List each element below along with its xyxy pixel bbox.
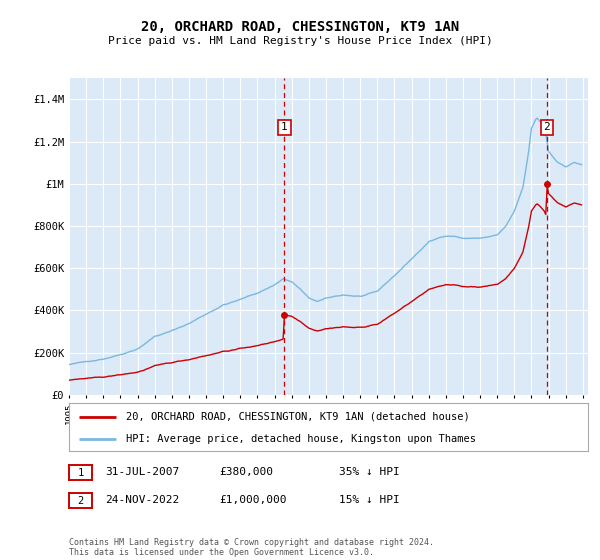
Text: HPI: Average price, detached house, Kingston upon Thames: HPI: Average price, detached house, King… [126, 434, 476, 444]
Text: 31-JUL-2007: 31-JUL-2007 [105, 466, 179, 477]
Text: 24-NOV-2022: 24-NOV-2022 [105, 494, 179, 505]
Text: 15% ↓ HPI: 15% ↓ HPI [339, 494, 400, 505]
Text: 1: 1 [281, 123, 288, 133]
Text: 20, ORCHARD ROAD, CHESSINGTON, KT9 1AN (detached house): 20, ORCHARD ROAD, CHESSINGTON, KT9 1AN (… [126, 412, 470, 422]
Text: 20, ORCHARD ROAD, CHESSINGTON, KT9 1AN: 20, ORCHARD ROAD, CHESSINGTON, KT9 1AN [141, 20, 459, 34]
Text: 1: 1 [77, 468, 83, 478]
Text: 2: 2 [544, 123, 550, 133]
Text: £1,000,000: £1,000,000 [219, 494, 287, 505]
Text: Price paid vs. HM Land Registry's House Price Index (HPI): Price paid vs. HM Land Registry's House … [107, 36, 493, 46]
Text: Contains HM Land Registry data © Crown copyright and database right 2024.
This d: Contains HM Land Registry data © Crown c… [69, 538, 434, 557]
Text: 35% ↓ HPI: 35% ↓ HPI [339, 466, 400, 477]
Text: 2: 2 [77, 496, 83, 506]
Text: £380,000: £380,000 [219, 466, 273, 477]
